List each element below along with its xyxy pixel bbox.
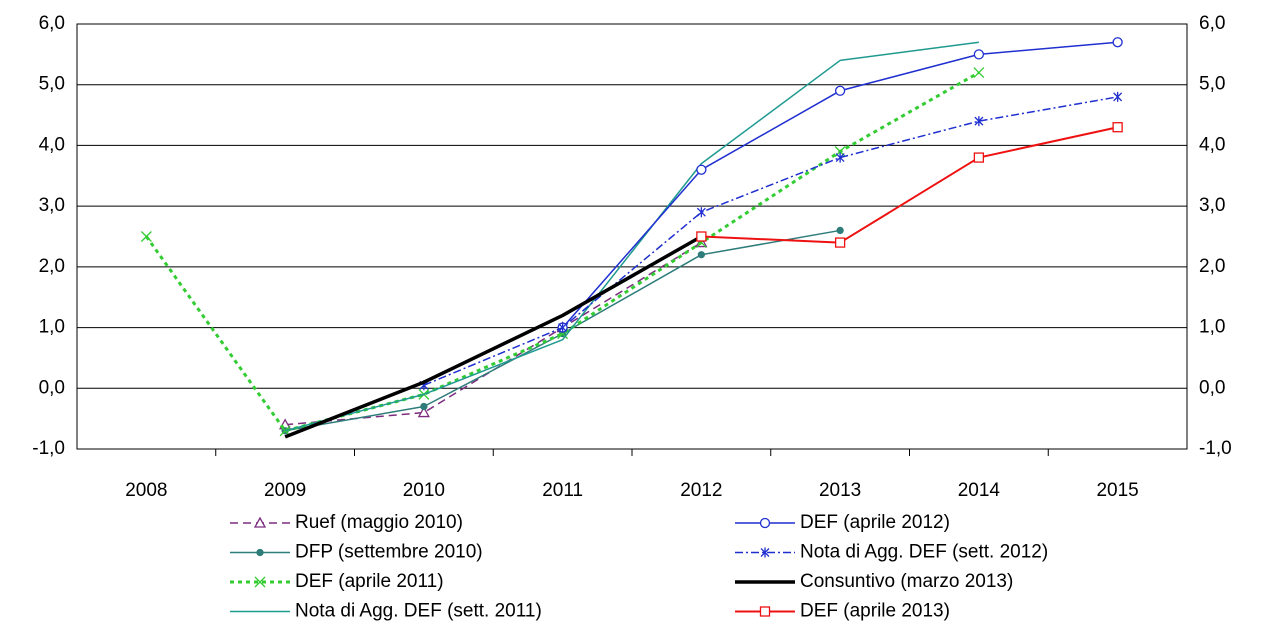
y2-tick-label: 1,0 xyxy=(1199,317,1225,338)
series-line xyxy=(284,234,703,439)
y-tick-label: 5,0 xyxy=(39,74,65,95)
x-tick-label: 2008 xyxy=(125,480,167,501)
marker xyxy=(1113,91,1123,102)
marker xyxy=(835,152,845,163)
y-tick-label: 0,0 xyxy=(39,377,65,398)
legend-label: DFP (settembre 2010) xyxy=(295,542,483,563)
legend-label: Nota di Agg. DEF (sett. 2012) xyxy=(800,542,1048,563)
plot-border xyxy=(76,23,1188,450)
marker xyxy=(253,516,267,528)
y2-tick-label: 2,0 xyxy=(1199,256,1225,277)
marker xyxy=(759,606,771,617)
legend-label: DEF (aprile 2012) xyxy=(800,512,950,533)
marker xyxy=(834,85,846,96)
series-line xyxy=(285,241,702,426)
y2-tick-label: 3,0 xyxy=(1199,195,1225,216)
series-line xyxy=(423,96,1118,386)
marker xyxy=(759,517,771,529)
x-tick-label: 2009 xyxy=(264,480,306,501)
y2-tick-label: 0,0 xyxy=(1199,377,1225,398)
x-tick-label: 2012 xyxy=(680,480,722,501)
marker xyxy=(697,251,706,259)
y2-tick-label: 5,0 xyxy=(1199,74,1225,95)
marker xyxy=(254,576,266,588)
marker xyxy=(974,116,984,127)
marker xyxy=(420,402,428,411)
x-tick-label: 2011 xyxy=(542,480,583,501)
marker xyxy=(836,226,844,235)
marker xyxy=(973,67,985,79)
marker xyxy=(696,164,707,175)
y-tick-label: -1,0 xyxy=(32,438,65,459)
series-line xyxy=(701,126,1118,244)
marker xyxy=(834,237,846,248)
marker xyxy=(256,548,264,557)
y-tick-label: 1,0 xyxy=(39,317,65,338)
marker xyxy=(417,406,430,418)
marker xyxy=(558,322,568,333)
marker xyxy=(1112,37,1123,48)
legend-label: Nota di Agg. DEF (sett. 2011) xyxy=(295,601,542,622)
marker xyxy=(140,231,152,242)
y-tick-label: 4,0 xyxy=(39,134,65,155)
series-line xyxy=(145,71,980,433)
marker xyxy=(696,231,707,242)
y-tick-label: 6,0 xyxy=(39,13,65,34)
y-tick-label: 3,0 xyxy=(39,195,65,216)
marker xyxy=(1112,122,1123,133)
x-tick-label: 2014 xyxy=(958,480,1001,501)
marker xyxy=(760,547,770,558)
marker xyxy=(696,207,706,218)
x-tick-label: 2010 xyxy=(403,480,445,501)
y-tick-label: 2,0 xyxy=(39,256,65,277)
series-line xyxy=(284,41,979,432)
legend-label: Ruef (maggio 2010) xyxy=(295,512,463,533)
y2-tick-label: -1,0 xyxy=(1199,438,1232,459)
y2-tick-label: 6,0 xyxy=(1199,13,1225,34)
x-tick-label: 2015 xyxy=(1096,480,1138,501)
marker xyxy=(973,152,985,163)
legend-label: DEF (aprile 2013) xyxy=(800,601,950,622)
legend-label: Consuntivo (marzo 2013) xyxy=(800,571,1013,592)
y2-tick-label: 4,0 xyxy=(1199,134,1225,155)
marker xyxy=(973,49,985,60)
legend-label: DEF (aprile 2011) xyxy=(295,571,444,592)
x-tick-label: 2013 xyxy=(819,480,861,501)
